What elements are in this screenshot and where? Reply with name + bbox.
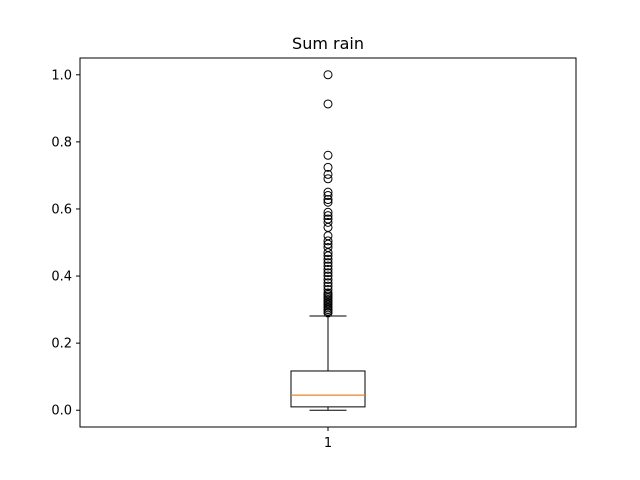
plot-area	[290, 70, 366, 411]
y-tick-label: 0.4	[51, 270, 72, 285]
outlier-point	[323, 251, 333, 261]
y-tick-label: 0.8	[51, 135, 72, 150]
x-tick-label: 1	[324, 436, 332, 451]
outlier-point	[323, 217, 333, 227]
outlier-point	[323, 211, 333, 221]
outlier-point	[323, 271, 333, 281]
plot-frame	[79, 57, 577, 428]
outlier-point	[323, 169, 333, 179]
outlier-point	[323, 258, 333, 268]
iqr-box	[290, 370, 366, 408]
outlier-point	[323, 174, 333, 184]
y-axis: 0.0 0.2 0.4 0.6 0.8 1.0	[51, 68, 80, 419]
outlier-point	[323, 278, 333, 288]
y-tick-label: 0.6	[51, 202, 72, 217]
outlier-point	[323, 187, 333, 197]
outlier-point	[323, 248, 333, 258]
outlier-point	[323, 254, 333, 264]
outlier-point	[323, 236, 333, 246]
outlier-point	[323, 261, 333, 271]
outlier-point	[323, 268, 333, 278]
outlier-point	[323, 99, 333, 109]
outlier-point	[323, 207, 333, 217]
x-axis: 1	[324, 427, 332, 451]
outlier-point	[323, 191, 333, 201]
outlier-point	[323, 264, 333, 274]
outlier-point	[323, 222, 333, 232]
outlier-point	[323, 195, 333, 205]
chart-title: Sum rain	[292, 34, 364, 53]
y-tick-label: 0.0	[51, 404, 72, 419]
outlier-point	[323, 70, 333, 80]
outlier-point	[323, 197, 333, 207]
outlier-point	[323, 308, 333, 318]
outlier-point	[323, 150, 333, 160]
y-tick-label: 0.2	[51, 337, 72, 352]
y-tick-label: 1.0	[51, 68, 72, 83]
outlier-point	[323, 162, 333, 172]
outlier-point	[323, 274, 333, 284]
